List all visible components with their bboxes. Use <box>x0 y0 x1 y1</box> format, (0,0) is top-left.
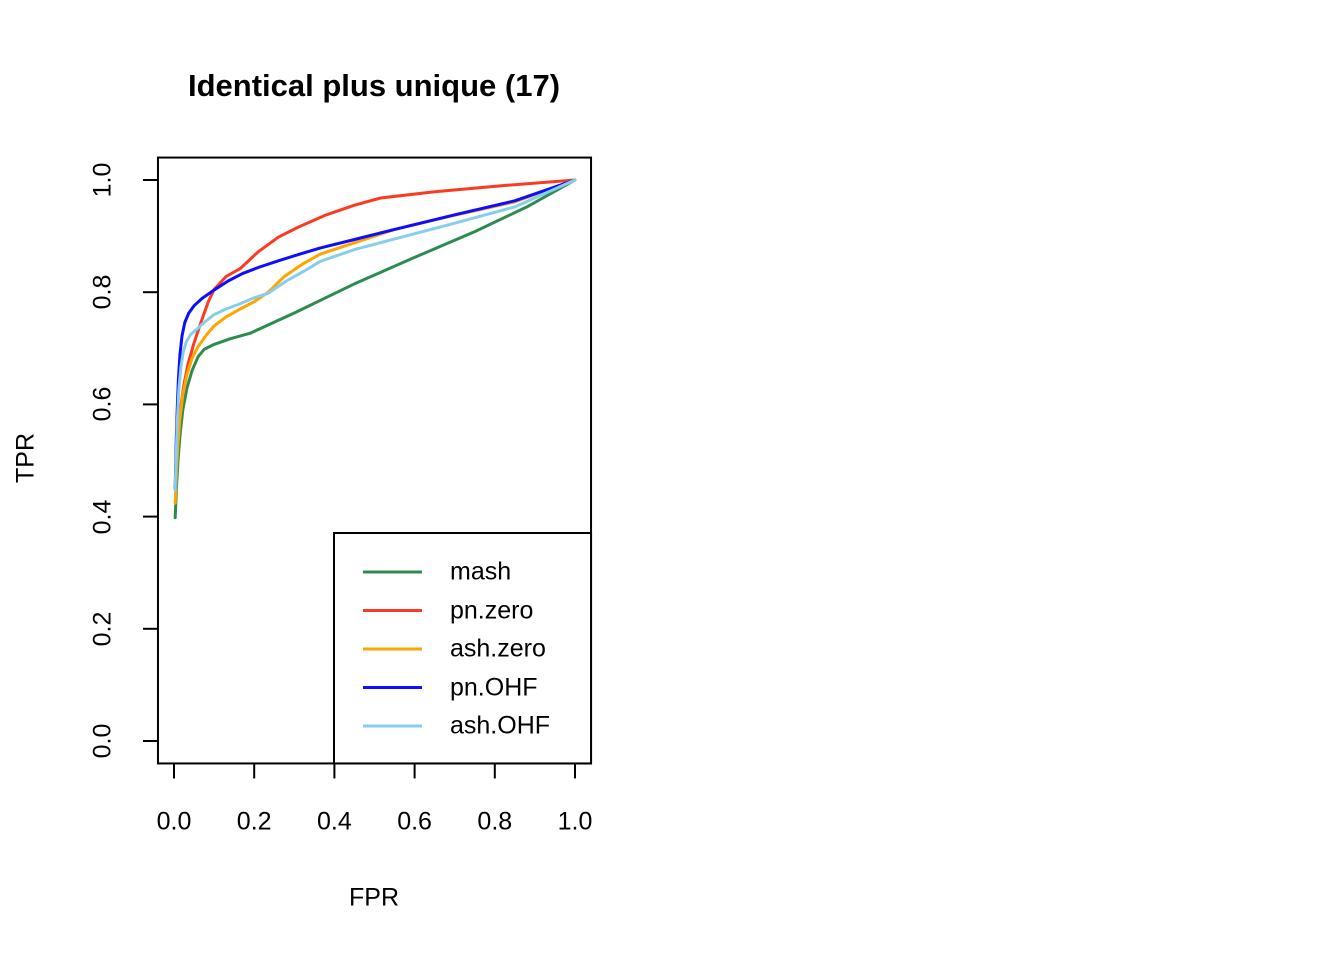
legend-label-ash.zero: ash.zero <box>450 634 546 663</box>
chart-title: Identical plus unique (17) <box>187 68 561 103</box>
x-tick-label: 0.4 <box>317 807 352 836</box>
y-tick-label: 0.6 <box>88 387 117 422</box>
x-axis-title: FPR <box>349 883 399 912</box>
series-line-pn.OHF <box>173 178 577 490</box>
x-tick-label: 0.8 <box>477 807 513 836</box>
x-tick-label: 1.0 <box>557 807 593 836</box>
y-tick-label: 0.0 <box>88 723 117 759</box>
y-tick-label: 0.2 <box>88 611 117 647</box>
y-tick-label: 1.0 <box>88 162 117 198</box>
series-line-pn.zero <box>173 178 577 490</box>
y-tick-label: 0.4 <box>88 499 117 534</box>
legend-label-pn.OHF: pn.OHF <box>450 673 538 701</box>
x-tick-label: 0.6 <box>397 807 432 836</box>
legend-label-pn.zero: pn.zero <box>450 596 534 624</box>
series-line-ash.OHF <box>173 178 577 492</box>
y-axis-title: TPR <box>11 433 40 483</box>
x-tick-label: 0.2 <box>236 807 272 836</box>
x-tick-label: 0.0 <box>156 807 192 836</box>
legend-label-mash: mash <box>450 557 512 586</box>
y-tick-label: 0.8 <box>88 274 117 310</box>
legend-label-ash.OHF: ash.OHF <box>450 711 551 740</box>
series-line-mash <box>173 178 577 520</box>
series-line-ash.zero <box>173 178 577 505</box>
